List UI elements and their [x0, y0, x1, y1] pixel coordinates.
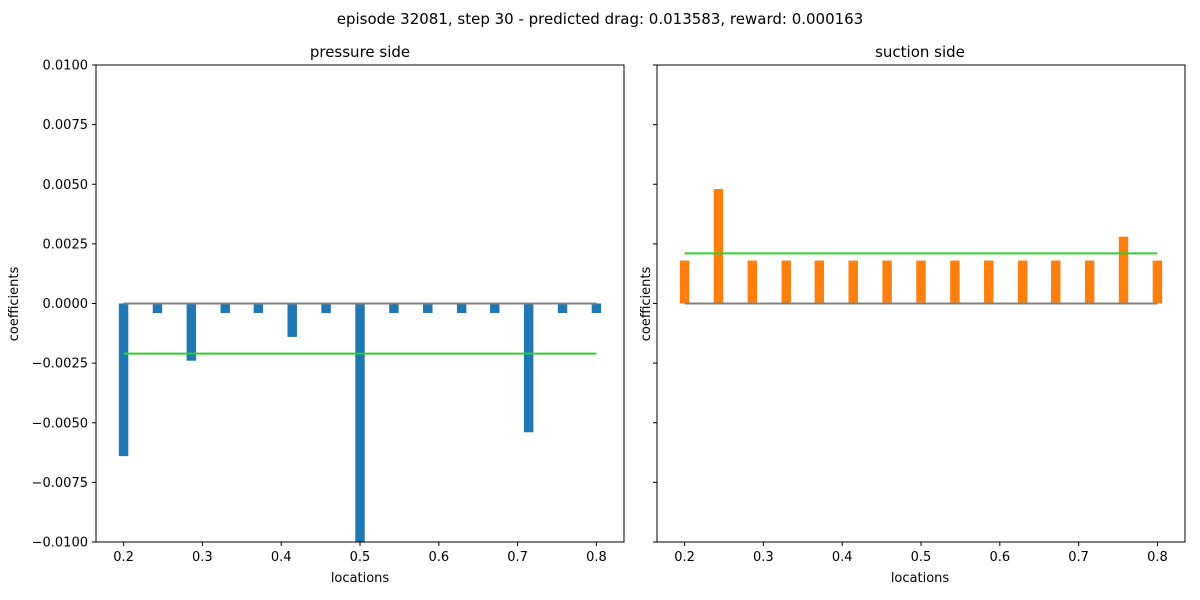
suction-side-bar	[916, 260, 926, 304]
pressure-side-bar	[490, 303, 500, 314]
suction-side-xtick-label: 0.6	[989, 550, 1010, 565]
pressure-side-bar	[389, 303, 399, 314]
pressure-side-ytick-label: 0.0000	[43, 297, 89, 312]
pressure-side-bar	[355, 303, 365, 542]
suction-side-title: suction side	[875, 43, 965, 61]
pressure-side-ytick-label: 0.0025	[43, 237, 89, 252]
pressure-side-xtick-label: 0.4	[271, 550, 292, 565]
pressure-side-bar	[186, 303, 197, 361]
suction-side-xtick-label: 0.7	[1068, 550, 1089, 565]
suction-side-bar	[1152, 260, 1163, 304]
pressure-side-bar	[152, 303, 163, 314]
pressure-side-ytick-label: −0.0075	[32, 476, 88, 491]
pressure-side-ytick-label: −0.0050	[32, 416, 88, 431]
pressure-side-bar	[220, 303, 230, 314]
pressure-side-bar	[523, 303, 534, 433]
pressure-side-xlabel: locations	[331, 571, 390, 586]
pressure-side-bar	[557, 303, 568, 314]
suction-side-bar	[1051, 260, 1061, 304]
suction-side-bar	[747, 260, 758, 304]
pressure-side-xtick-label: 0.2	[113, 550, 134, 565]
pressure-side-ytick-label: −0.0025	[32, 357, 88, 372]
suction-side-bar	[1118, 236, 1129, 304]
suction-side-bar	[882, 260, 892, 304]
pressure-side-ytick-label: 0.0075	[43, 118, 89, 133]
pressure-side-bar	[287, 303, 297, 337]
suction-side-bar	[984, 260, 994, 304]
suction-side-xtick-label: 0.3	[753, 550, 774, 565]
pressure-side-bar	[253, 303, 264, 314]
suction-side-bar	[1084, 260, 1095, 304]
pressure-side-xtick-label: 0.5	[350, 550, 371, 565]
pressure-side-bar	[321, 303, 331, 314]
pressure-side-xtick-label: 0.7	[507, 550, 528, 565]
pressure-side-ytick-label: 0.0100	[43, 59, 89, 74]
suction-side-bar	[814, 260, 825, 304]
suction-side-bar	[781, 260, 791, 304]
pressure-side-bar	[456, 303, 467, 314]
suction-side-xlabel: locations	[891, 571, 950, 586]
pressure-side-ytick-label: 0.0050	[43, 178, 89, 193]
figure-title: episode 32081, step 30 - predicted drag:…	[337, 10, 864, 28]
suction-side-bar	[713, 189, 724, 304]
suction-side-bar	[679, 260, 690, 304]
suction-side-xtick-label: 0.2	[674, 550, 695, 565]
pressure-side-bar	[591, 303, 602, 314]
pressure-side-panel: pressure side locations coefficients 0.2…	[7, 43, 625, 586]
suction-side-bar	[1017, 260, 1028, 304]
pressure-side-title: pressure side	[310, 43, 410, 61]
suction-side-panel: suction side locations coefficients 0.2 0…	[639, 43, 1186, 586]
suction-side-xtick-label: 0.4	[832, 550, 853, 565]
pressure-side-xtick-label: 0.3	[192, 550, 213, 565]
pressure-side-ytick-label: −0.0100	[32, 536, 88, 551]
suction-side-bar	[848, 260, 858, 304]
pressure-side-ylabel: coefficients	[7, 267, 22, 342]
pressure-side-bar	[118, 303, 129, 457]
suction-side-xtick-label: 0.8	[1147, 550, 1168, 565]
suction-side-xtick-label: 0.5	[911, 550, 932, 565]
pressure-side-xtick-label: 0.6	[428, 550, 449, 565]
pressure-side-bar	[423, 303, 433, 314]
suction-side-ylabel: coefficients	[639, 267, 654, 342]
pressure-side-xtick-label: 0.8	[586, 550, 607, 565]
suction-side-bar	[950, 260, 960, 304]
